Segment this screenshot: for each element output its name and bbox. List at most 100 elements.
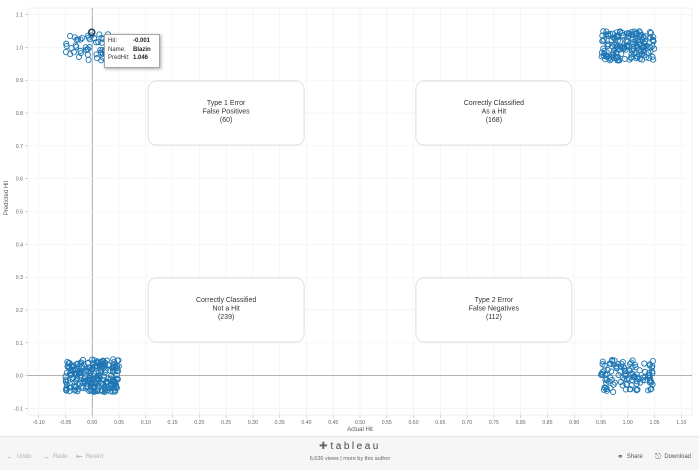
data-point[interactable] xyxy=(636,55,643,62)
data-point[interactable] xyxy=(602,371,609,378)
data-point[interactable] xyxy=(628,359,635,366)
data-point[interactable] xyxy=(98,380,105,387)
data-point[interactable] xyxy=(87,376,94,383)
data-point[interactable] xyxy=(102,379,109,386)
data-point[interactable] xyxy=(86,364,93,371)
data-point[interactable] xyxy=(607,384,614,392)
highlighted-point[interactable] xyxy=(87,28,96,37)
data-point[interactable] xyxy=(95,369,102,376)
data-point[interactable] xyxy=(78,364,85,371)
data-point[interactable] xyxy=(75,36,82,43)
data-point[interactable] xyxy=(95,39,102,46)
data-point[interactable] xyxy=(91,370,98,377)
data-point[interactable] xyxy=(620,44,627,51)
data-point[interactable] xyxy=(63,40,70,47)
data-point[interactable] xyxy=(67,32,74,40)
data-point[interactable] xyxy=(93,39,100,46)
data-point[interactable] xyxy=(77,372,84,379)
data-point[interactable] xyxy=(600,386,608,393)
data-point[interactable] xyxy=(97,49,105,56)
data-point[interactable] xyxy=(600,28,607,35)
data-point[interactable] xyxy=(608,368,615,375)
redo-button[interactable]: → Redo xyxy=(42,452,67,461)
data-point[interactable] xyxy=(613,43,620,50)
data-point[interactable] xyxy=(86,36,93,43)
data-point[interactable] xyxy=(605,378,612,385)
data-point[interactable] xyxy=(649,43,656,50)
data-point[interactable] xyxy=(629,40,636,47)
data-point[interactable] xyxy=(648,364,655,371)
data-point[interactable] xyxy=(632,364,639,371)
data-point[interactable] xyxy=(605,32,612,40)
data-point[interactable] xyxy=(112,384,120,391)
data-point[interactable] xyxy=(646,371,653,378)
data-point[interactable] xyxy=(72,386,79,393)
data-point[interactable] xyxy=(634,378,641,385)
data-point[interactable] xyxy=(97,46,104,54)
data-point[interactable] xyxy=(71,383,79,390)
data-point[interactable] xyxy=(98,57,105,64)
data-point[interactable] xyxy=(62,48,70,56)
data-point[interactable] xyxy=(604,366,611,374)
view-stats[interactable]: 6,636 views | more by this author xyxy=(309,456,391,462)
data-point[interactable] xyxy=(599,371,606,378)
data-point[interactable] xyxy=(617,43,624,50)
data-point[interactable] xyxy=(641,40,649,48)
data-point[interactable] xyxy=(83,368,90,375)
data-point[interactable] xyxy=(619,33,626,40)
data-point[interactable] xyxy=(601,50,608,57)
data-point[interactable] xyxy=(612,53,619,60)
data-point[interactable] xyxy=(76,380,84,387)
data-point[interactable] xyxy=(623,38,630,45)
data-point[interactable] xyxy=(103,357,110,364)
data-point[interactable] xyxy=(68,371,75,378)
data-point[interactable] xyxy=(621,367,628,374)
data-point[interactable] xyxy=(617,368,624,375)
data-point[interactable] xyxy=(599,361,606,368)
revert-button[interactable]: ⇤ Revert xyxy=(76,452,103,461)
data-point[interactable] xyxy=(647,386,654,393)
data-point[interactable] xyxy=(66,360,73,367)
data-point[interactable] xyxy=(599,358,606,365)
data-point[interactable] xyxy=(610,388,617,396)
data-point[interactable] xyxy=(84,51,91,58)
data-point[interactable] xyxy=(77,361,84,368)
download-button[interactable]: ⎋ Download xyxy=(655,452,691,462)
data-point[interactable] xyxy=(616,29,623,36)
data-point[interactable] xyxy=(74,361,81,368)
data-point[interactable] xyxy=(600,36,607,43)
data-point[interactable] xyxy=(101,388,108,396)
data-point[interactable] xyxy=(630,373,637,380)
data-point[interactable] xyxy=(621,375,628,383)
data-point[interactable] xyxy=(606,57,614,64)
data-point[interactable] xyxy=(649,53,656,60)
data-point[interactable] xyxy=(92,379,100,386)
data-point[interactable] xyxy=(104,387,111,394)
data-point[interactable] xyxy=(611,357,618,364)
data-point[interactable] xyxy=(620,363,627,370)
data-point[interactable] xyxy=(599,32,606,39)
data-point[interactable] xyxy=(84,46,91,53)
data-point[interactable] xyxy=(646,55,653,62)
data-point[interactable] xyxy=(92,368,99,375)
data-point[interactable] xyxy=(77,50,84,57)
scatter-chart[interactable]: -0.10 -0.05 0.00 0.05 0.10 0.15 0.20 0.25 0.30 0.… xyxy=(0,0,699,436)
data-point[interactable] xyxy=(63,387,70,394)
data-point[interactable] xyxy=(623,381,630,388)
data-point[interactable] xyxy=(74,367,81,374)
data-point[interactable] xyxy=(621,55,628,62)
data-point[interactable] xyxy=(101,369,108,376)
data-point[interactable] xyxy=(613,365,620,372)
data-point[interactable] xyxy=(95,386,102,393)
data-point[interactable] xyxy=(650,56,657,63)
data-point[interactable] xyxy=(633,55,640,62)
data-point[interactable] xyxy=(100,358,107,365)
data-point[interactable] xyxy=(79,34,86,41)
data-point[interactable] xyxy=(63,42,70,50)
data-point[interactable] xyxy=(65,377,72,384)
data-point[interactable] xyxy=(650,34,657,41)
data-point[interactable] xyxy=(631,28,638,35)
data-point[interactable] xyxy=(634,45,641,52)
data-point[interactable] xyxy=(110,378,117,385)
data-point[interactable] xyxy=(631,30,638,37)
